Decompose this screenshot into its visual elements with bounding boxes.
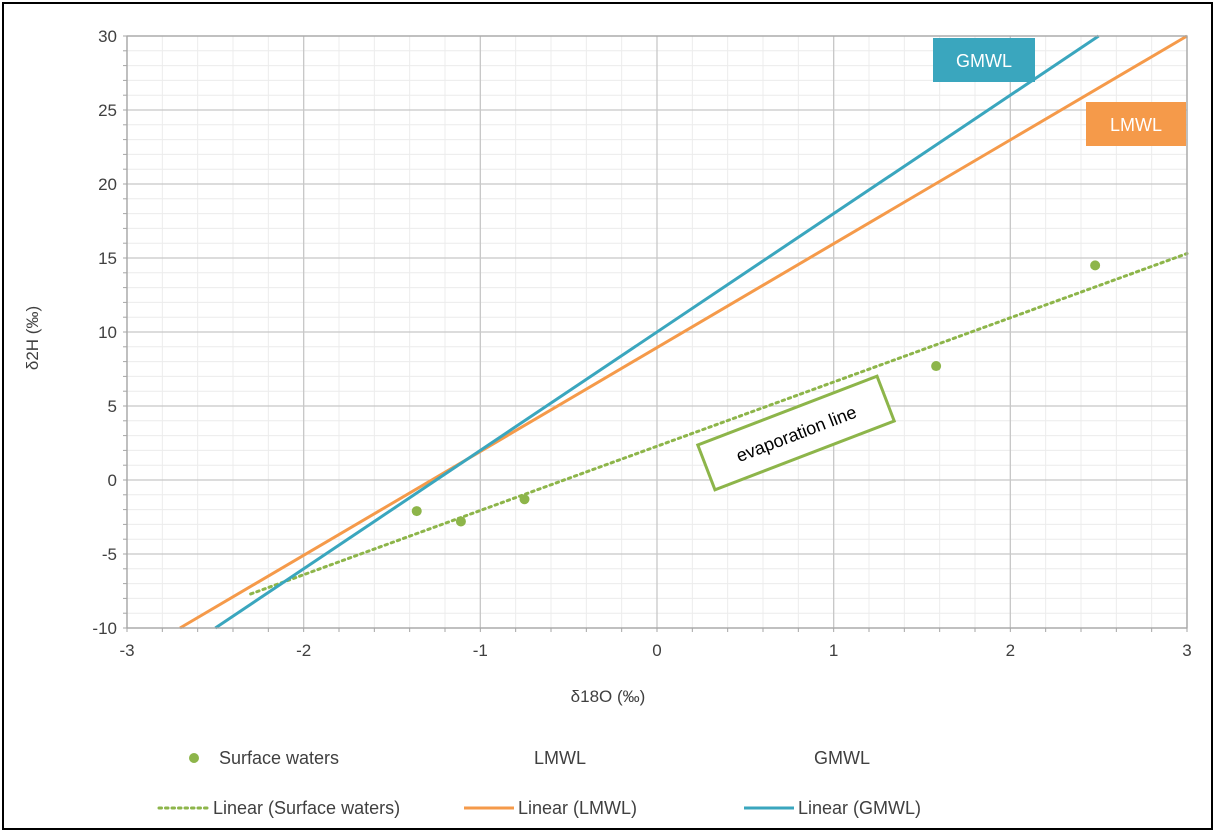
series-line-2 bbox=[179, 34, 1188, 630]
y-tick-label: 25 bbox=[98, 101, 117, 120]
series-line-1 bbox=[249, 252, 1189, 596]
x-tick-label: -3 bbox=[119, 641, 134, 660]
data-point bbox=[519, 494, 530, 505]
legend-label: LMWL bbox=[534, 748, 586, 768]
x-tick-label: 0 bbox=[652, 641, 661, 660]
axes bbox=[123, 35, 1188, 632]
x-tick-label: 1 bbox=[829, 641, 838, 660]
legend-label: GMWL bbox=[814, 748, 870, 768]
y-tick-label: 20 bbox=[98, 175, 117, 194]
series-line-3 bbox=[214, 34, 1100, 630]
legend: Surface waters LMWL GMWL Linear (Surface wa… bbox=[157, 748, 921, 818]
y-axis-label: δ2H (‰) bbox=[23, 306, 42, 370]
x-tick-label: -2 bbox=[296, 641, 311, 660]
y-tick-label: 5 bbox=[108, 397, 117, 416]
y-tick-label: 10 bbox=[98, 323, 117, 342]
x-axis-label: δ18O (‰) bbox=[571, 687, 646, 706]
gmwl-label: GMWL bbox=[956, 51, 1012, 71]
legend-label: Linear (LMWL) bbox=[518, 798, 637, 818]
data-point bbox=[455, 516, 466, 527]
y-tick-label: 30 bbox=[98, 27, 117, 46]
legend-dot-icon bbox=[189, 753, 199, 763]
data-points bbox=[411, 260, 1101, 527]
lmwl-label-box bbox=[1086, 102, 1186, 146]
gmwl-label-box bbox=[933, 38, 1035, 82]
data-point bbox=[1090, 260, 1101, 271]
y-tick-label: 0 bbox=[108, 471, 117, 490]
data-point bbox=[411, 506, 422, 517]
evaporation-line-box bbox=[695, 374, 897, 492]
y-tick-label: -10 bbox=[92, 619, 117, 638]
y-tick-label: -5 bbox=[102, 545, 117, 564]
fit-lines bbox=[179, 34, 1189, 630]
y-tick-label: 15 bbox=[98, 249, 117, 268]
x-tick-label: 2 bbox=[1006, 641, 1015, 660]
legend-label: Linear (GMWL) bbox=[798, 798, 921, 818]
x-tick-label: 3 bbox=[1182, 641, 1191, 660]
lmwl-label: LMWL bbox=[1110, 115, 1162, 135]
data-point bbox=[931, 361, 942, 372]
x-tick-label: -1 bbox=[473, 641, 488, 660]
legend-label: Surface waters bbox=[219, 748, 339, 768]
legend-label: Linear (Surface waters) bbox=[213, 798, 400, 818]
